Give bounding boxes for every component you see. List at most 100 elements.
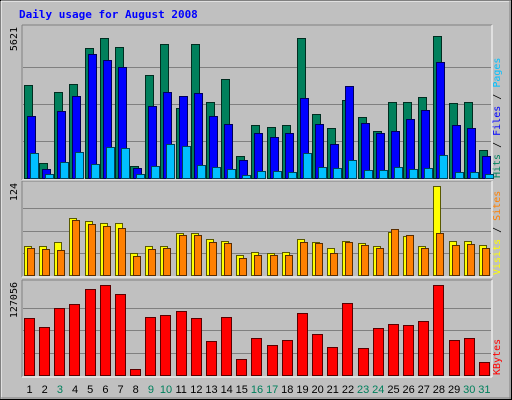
- x-tick-label-day-9: 9: [148, 384, 154, 396]
- bar-sites-day-27: [421, 248, 429, 276]
- bar-pages-day-19: [303, 153, 312, 179]
- bar-kbytes-day-8: [130, 369, 141, 376]
- bar-pages-day-3: [60, 162, 69, 179]
- bar-sites-day-29: [452, 245, 460, 276]
- x-tick-label-day-18: 18: [281, 384, 293, 396]
- legend-hits: Hits: [492, 154, 503, 178]
- x-tick-label-day-22: 22: [342, 384, 354, 396]
- bar-pages-day-16: [257, 171, 266, 179]
- bar-sites-day-11: [179, 235, 187, 276]
- bar-sites-day-30: [467, 244, 475, 276]
- x-tick-label-day-16: 16: [251, 384, 263, 396]
- bar-pages-day-29: [455, 172, 464, 179]
- bar-sites-day-18: [285, 255, 293, 276]
- bar-kbytes-day-22: [342, 303, 353, 376]
- x-tick-label-day-4: 4: [72, 384, 78, 396]
- bar-kbytes-day-24: [373, 328, 384, 376]
- x-tick-label-day-25: 25: [387, 384, 399, 396]
- bar-kbytes-day-7: [115, 294, 126, 376]
- bar-sites-day-7: [118, 228, 126, 276]
- bar-sites-day-3: [57, 250, 65, 276]
- bar-kbytes-day-5: [85, 289, 96, 376]
- bar-pages-day-15: [242, 175, 251, 179]
- bar-files-day-5: [88, 54, 97, 179]
- bar-pages-day-22: [348, 160, 357, 179]
- panel-kbytes-legend: KBytes: [492, 339, 503, 375]
- bar-kbytes-day-6: [100, 285, 111, 376]
- legend-kbytes: KBytes: [492, 339, 503, 375]
- bar-kbytes-day-29: [449, 340, 460, 376]
- bar-kbytes-day-17: [267, 345, 278, 376]
- panel-visits-legend: Visits / Sites: [492, 191, 503, 275]
- bar-pages-day-17: [273, 171, 282, 179]
- bar-sites-day-17: [270, 255, 278, 276]
- x-tick-label-day-15: 15: [236, 384, 248, 396]
- bar-sites-day-19: [300, 242, 308, 276]
- bar-files-day-30: [467, 128, 476, 179]
- bar-kbytes-day-10: [160, 315, 171, 376]
- legend-separator: /: [492, 221, 503, 239]
- bar-kbytes-day-18: [282, 340, 293, 376]
- bar-pages-day-31: [485, 174, 494, 179]
- panel-hits-ymax-label: 5621: [9, 27, 20, 51]
- panel-kbytes-ymax-label: 127056: [9, 282, 20, 318]
- bar-sites-day-31: [482, 248, 490, 276]
- x-tick-label-day-14: 14: [221, 384, 233, 396]
- bar-pages-day-6: [106, 147, 115, 179]
- bar-pages-day-21: [333, 168, 342, 179]
- bar-sites-day-8: [133, 256, 141, 276]
- x-tick-label-day-10: 10: [160, 384, 172, 396]
- bar-sites-day-20: [315, 243, 323, 276]
- x-axis-tick-labels: 1 2 3 4 5 6 7 8 9 10 11 12 13 14 15 16 17 18 19 20 21 22 23 24 2…: [27, 384, 491, 396]
- bar-pages-day-8: [136, 174, 145, 179]
- bar-kbytes-day-9: [145, 317, 156, 376]
- bar-kbytes-day-28: [433, 285, 444, 376]
- bar-kbytes-day-31: [479, 362, 490, 376]
- x-tick-label-day-24: 24: [372, 384, 384, 396]
- legend-visits: Visits: [492, 239, 503, 275]
- bar-sites-day-15: [239, 258, 247, 276]
- bar-kbytes-day-20: [312, 334, 323, 376]
- bar-sites-day-1: [27, 248, 35, 276]
- bar-pages-day-9: [151, 166, 160, 179]
- x-tick-label-day-23: 23: [357, 384, 369, 396]
- bar-pages-day-4: [75, 152, 84, 179]
- panel-kbytes: 127056 KBytes: [9, 279, 503, 378]
- chart-panels: 5621 Hits / Files / Pages 124 Visits / Site…: [9, 24, 503, 378]
- legend-files: Files: [492, 106, 503, 136]
- bar-kbytes-day-26: [403, 325, 414, 376]
- bar-sites-day-22: [345, 242, 353, 276]
- x-tick-label-day-3: 3: [57, 384, 63, 396]
- bar-sites-day-6: [103, 226, 111, 276]
- bar-pages-day-12: [197, 165, 206, 179]
- bar-kbytes-day-1: [24, 318, 35, 376]
- bar-kbytes-day-19: [297, 313, 308, 376]
- bar-sites-day-4: [72, 220, 80, 276]
- x-tick-label-day-26: 26: [402, 384, 414, 396]
- bar-kbytes-day-16: [251, 338, 262, 376]
- bar-pages-day-14: [227, 169, 236, 179]
- bar-sites-day-26: [406, 235, 414, 276]
- bar-pages-day-26: [409, 169, 418, 179]
- bar-kbytes-day-23: [358, 348, 369, 376]
- bar-pages-day-2: [45, 174, 54, 179]
- x-tick-label-day-13: 13: [205, 384, 217, 396]
- bar-sites-day-23: [361, 245, 369, 276]
- bar-sites-day-13: [209, 242, 217, 276]
- bar-sites-day-10: [163, 248, 171, 276]
- panel-visits: 124 Visits / Sites: [9, 180, 503, 278]
- bar-kbytes-day-4: [69, 304, 80, 376]
- panel-visits-ymax-label: 124: [9, 183, 20, 201]
- bar-kbytes-day-27: [418, 321, 429, 376]
- x-tick-label-day-8: 8: [133, 384, 139, 396]
- bar-pages-day-24: [379, 170, 388, 179]
- legend-separator: /: [492, 88, 503, 106]
- panel-hits: 5621 Hits / Files / Pages: [9, 24, 503, 181]
- bar-kbytes-day-12: [191, 318, 202, 376]
- bar-sites-day-2: [42, 249, 50, 276]
- bar-sites-day-28: [436, 233, 444, 276]
- x-tick-label-day-17: 17: [266, 384, 278, 396]
- bar-pages-day-1: [30, 153, 39, 179]
- bar-pages-day-18: [288, 172, 297, 179]
